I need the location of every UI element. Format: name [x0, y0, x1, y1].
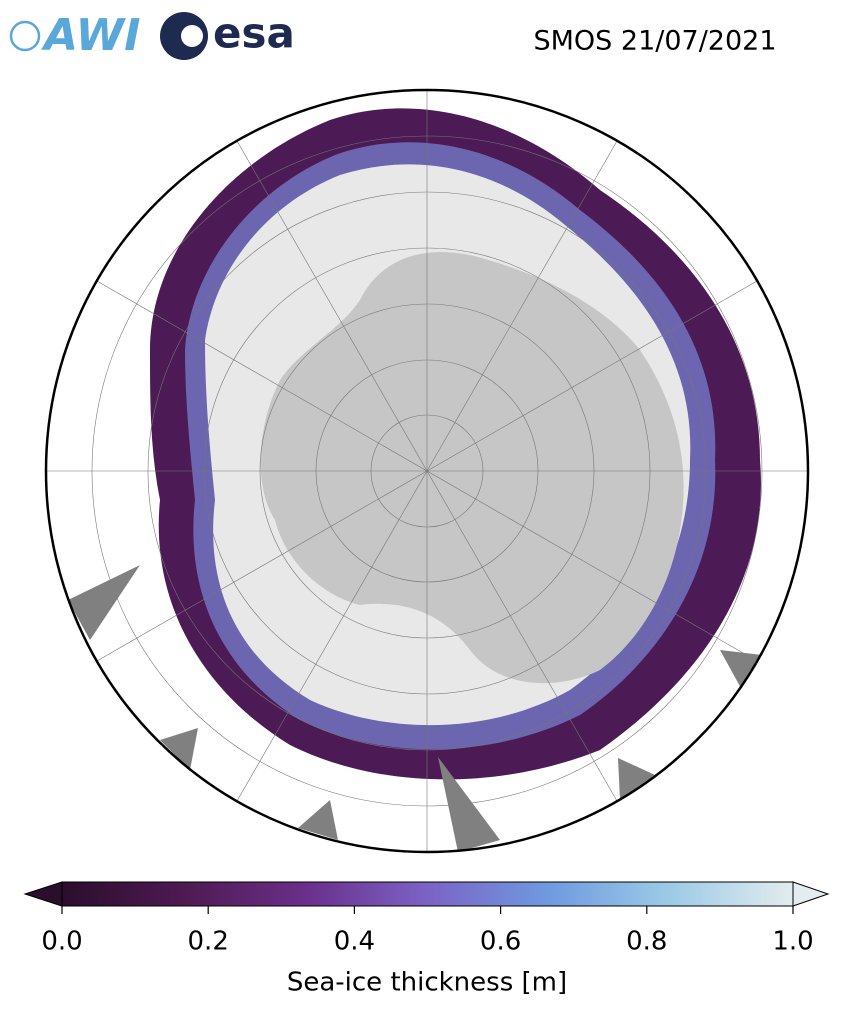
logos: AWI esa	[9, 9, 295, 61]
colorbar-tick-label: 0.2	[188, 927, 229, 957]
colorbar-tick-label: 0.0	[41, 927, 82, 957]
esa-icon-inner	[181, 25, 203, 47]
colorbar-tick-label: 0.6	[480, 927, 521, 957]
colorbar-tick-label: 1.0	[772, 927, 813, 957]
colorbar-label: Sea-ice thickness [m]	[287, 968, 567, 998]
colorbar-extend-low	[23, 881, 63, 907]
awi-logo: AWI	[41, 10, 141, 61]
colorbar: 0.0 0.2 0.4 0.6 0.8 1.0	[23, 881, 830, 957]
esa-logo: esa	[213, 9, 295, 58]
colorbar-body	[61, 881, 794, 907]
map	[46, 90, 808, 852]
title: SMOS 21/07/2021	[533, 26, 776, 57]
colorbar-tick-label: 0.4	[334, 927, 375, 957]
colorbar-extend-high	[792, 881, 830, 907]
colorbar-tick-label: 0.8	[626, 927, 667, 957]
awi-icon	[9, 20, 41, 52]
map-frame	[44, 88, 810, 854]
